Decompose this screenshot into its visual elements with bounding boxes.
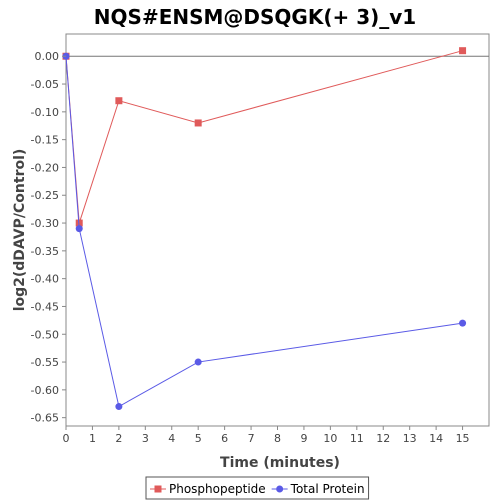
x-tick-label: 12 — [376, 432, 390, 445]
x-tick-label: 8 — [274, 432, 281, 445]
data-point — [194, 119, 202, 127]
legend-label: Total Protein — [290, 482, 365, 496]
y-tick-label: -0.60 — [31, 384, 59, 397]
y-tick-label: -0.30 — [31, 217, 59, 230]
legend-marker — [154, 485, 162, 493]
y-tick-label: -0.10 — [31, 106, 59, 119]
x-tick-label: 15 — [456, 432, 470, 445]
x-tick-label: 7 — [248, 432, 255, 445]
data-point — [459, 47, 467, 55]
x-tick-label: 4 — [168, 432, 175, 445]
x-tick-label: 2 — [115, 432, 122, 445]
y-tick-label: -0.35 — [31, 245, 59, 258]
axes-layer: 0 1 2 3 4 5 6 7 8 9 10 11 12 13 14 150.00-0.05-0.10-0.1… — [31, 50, 470, 445]
x-tick-label: 1 — [89, 432, 96, 445]
y-tick-label: -0.05 — [31, 78, 59, 91]
chart-title: NQS#ENSM@DSQGK(+ 3)_v1 — [94, 5, 416, 29]
y-tick-label: -0.25 — [31, 189, 59, 202]
y-axis-label: log2(dDAVP/Control) — [12, 149, 28, 312]
x-axis-label: Time (minutes) — [220, 455, 340, 471]
x-tick-label: 6 — [221, 432, 228, 445]
x-tick-label: 13 — [403, 432, 417, 445]
x-tick-label: 11 — [350, 432, 364, 445]
x-tick-label: 5 — [195, 432, 202, 445]
y-tick-label: -0.45 — [31, 300, 59, 313]
y-tick-label: -0.40 — [31, 273, 59, 286]
data-point — [459, 319, 467, 327]
y-tick-label: -0.20 — [31, 161, 59, 174]
legend-marker — [276, 485, 284, 493]
x-tick-label: 10 — [323, 432, 337, 445]
x-tick-label: 3 — [142, 432, 149, 445]
x-tick-label: 0 — [63, 432, 70, 445]
data-point — [115, 97, 123, 105]
y-tick-label: -0.50 — [31, 328, 59, 341]
y-tick-label: -0.15 — [31, 134, 59, 147]
plot-area — [65, 33, 490, 427]
x-tick-label: 9 — [300, 432, 307, 445]
data-point — [75, 225, 83, 233]
data-point — [115, 403, 123, 411]
y-tick-label: 0.00 — [35, 50, 60, 63]
data-point — [194, 358, 202, 366]
y-tick-label: -0.55 — [31, 356, 59, 369]
legend: Phosphopeptide Total Protein — [145, 476, 370, 500]
y-tick-label: -0.65 — [31, 412, 59, 425]
x-tick-label: 14 — [429, 432, 443, 445]
legend-box — [145, 476, 370, 500]
legend-label: Phosphopeptide — [169, 482, 266, 496]
